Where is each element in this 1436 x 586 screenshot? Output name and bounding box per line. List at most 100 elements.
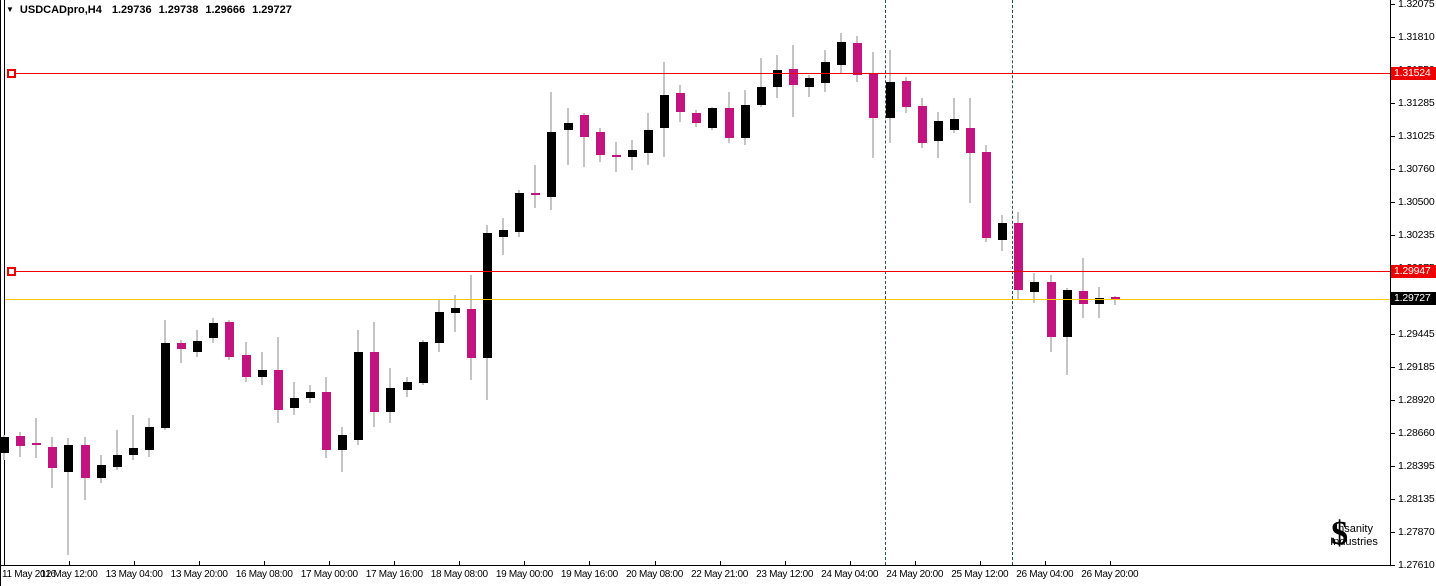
price-axis-tick-label: 1.31810 [1398,31,1435,44]
candle-body [113,455,122,467]
price-axis-tick [1391,532,1395,533]
price-axis-tick-label: 1.29185 [1398,360,1435,373]
price-axis-tick [1391,564,1395,566]
candle-body [483,233,492,358]
watermark: Insanity Industries $ [1313,515,1395,559]
time-axis-tick-label: 11 May 2016 [2,569,56,580]
quote-low: 1.29666 [205,4,246,16]
candle-body [290,398,299,409]
price-axis-tick-label: 1.29445 [1398,328,1435,341]
candle-wick [67,438,69,556]
price-axis-tick-label: 1.27610 [1398,558,1435,571]
time-axis-tick-label: 26 May 20:00 [1081,569,1139,580]
horizontal-lines-layer [1,0,1391,565]
price-axis-tick [1391,334,1395,336]
candle-body [612,155,621,157]
candle-body [258,370,267,377]
time-axis-tick-label: 13 May 20:00 [170,569,228,580]
time-axis-tick [329,561,331,566]
candle-body [918,106,927,143]
price-level-label: 1.29947 [1391,264,1436,278]
candle-body [242,355,251,377]
price-axis-tick-label: 1.32075 [1398,0,1435,10]
symbol-period-label: USDCADpro,H4 [19,4,102,16]
candle-body [354,352,363,441]
candle-body [338,435,347,450]
candle-body [950,119,959,131]
candle-body [531,193,540,195]
price-level-label: 1.31524 [1391,66,1436,80]
candle-body [435,312,444,343]
time-axis-tick-label: 20 May 08:00 [626,569,683,580]
chart-surface[interactable]: ▼ USDCADpro,H4 1.29736 1.29738 1.29666 1.2972… [1,0,1391,565]
dropdown-triangle-icon[interactable]: ▼ [6,5,14,14]
price-axis-tick [1391,103,1395,104]
price-hline[interactable] [11,73,1391,74]
candle-body [419,342,428,384]
candle-wick [180,340,182,364]
hline-anchor-marker[interactable] [7,69,16,78]
price-axis-tick-label: 1.30235 [1398,228,1435,241]
time-axis-tick [199,561,201,566]
candle-body [515,193,524,233]
price-axis-tick-label: 1.31025 [1398,129,1435,142]
quote-close: 1.29727 [252,4,292,16]
candle-body [209,323,218,339]
time-axis-tick-label: 12 May 12:00 [40,569,98,580]
candle-body [660,95,669,128]
candle-body [403,382,412,390]
time-axis-tick [394,561,396,566]
time-axis[interactable]: 11 May 2016 12 May 12:00 13 May 04:00 13 Ma… [1,561,1391,586]
time-axis-tick [134,561,136,566]
price-axis-tick [1391,400,1395,402]
candle-wick [1082,258,1084,319]
candle-body [32,443,41,446]
time-axis-tick [849,561,851,566]
chart-title: ▼ USDCADpro,H4 1.29736 1.29738 1.29666 1.2972… [6,4,299,16]
candle-wick [35,418,37,459]
candle-wick [615,142,617,172]
candle-wick [1114,296,1116,305]
candle-body [177,343,186,349]
time-axis-tick-label: 16 May 08:00 [235,569,293,580]
time-axis-tick [784,561,786,566]
candle-body [97,465,106,479]
price-axis-tick [1391,169,1395,170]
time-axis-tick-label: 22 May 21:00 [691,569,748,580]
time-axis-tick-label: 17 May 16:00 [365,569,423,580]
candle-body [48,447,57,468]
candle-body [306,392,315,398]
candle-wick [567,108,569,165]
time-axis-tick [979,561,981,566]
price-axis-tick-label: 1.31285 [1398,97,1435,109]
candle-body [547,132,556,197]
price-axis-tick [1391,466,1395,468]
price-axis[interactable]: 1.320751.318101.315501.312851.310251.307… [1390,0,1436,586]
candle-body [467,309,476,358]
candle-body [499,230,508,237]
candle-body [274,370,283,411]
candle-body [982,152,991,239]
price-axis-tick-label: 1.28135 [1398,492,1435,505]
time-axis-tick [524,561,526,566]
candles-layer [1,0,1391,565]
time-axis-tick-label: 25 May 12:00 [951,569,1009,580]
watermark-line2: Industries [1330,536,1378,548]
candle-body [129,448,138,455]
vertical-separator-line [884,0,886,565]
price-hline[interactable] [11,271,1391,273]
watermark-line1: Insanity [1335,523,1373,535]
hline-anchor-marker[interactable] [7,267,16,277]
candle-body [966,128,975,153]
price-axis-tick-label: 1.30760 [1398,163,1435,175]
price-axis-tick-label: 1.28395 [1398,460,1435,473]
candle-body [853,43,862,75]
candle-wick [583,112,585,167]
candle-body [16,436,25,447]
candle-body [837,42,846,65]
time-axis-tick-label: 24 May 04:00 [821,569,879,580]
candle-body [81,445,90,478]
candle-body [451,308,460,313]
time-axis-tick [1109,561,1111,566]
